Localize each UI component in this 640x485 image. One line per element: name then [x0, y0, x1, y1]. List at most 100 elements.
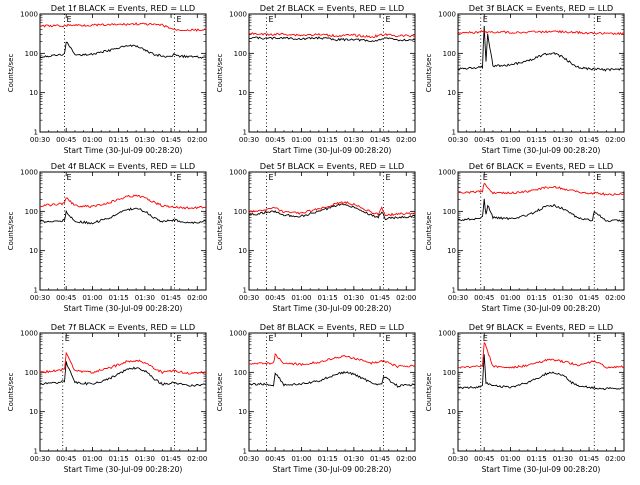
panel-title: Det 4f BLACK = Events, RED = LLD [51, 161, 195, 171]
x-tick-label: 00:45 [56, 455, 76, 463]
x-tick-label: 00:30 [239, 294, 259, 302]
y-axis-label: Counts/sec [216, 373, 224, 412]
x-tick-label: 00:30 [30, 455, 50, 463]
event-marker-label: E [177, 15, 182, 24]
y-tick-label: 1000 [438, 169, 456, 177]
x-tick-label: 02:00 [187, 294, 207, 302]
x-tick-label: 01:30 [344, 455, 364, 463]
lld-series-line [457, 29, 625, 36]
events-series-line [457, 354, 624, 391]
x-tick-label: 00:30 [448, 294, 468, 302]
x-tick-label: 01:00 [500, 294, 520, 302]
panel-det-9: Det 9f BLACK = Events, RED = LLD Counts/s… [425, 322, 625, 474]
x-tick-label: 00:45 [56, 136, 76, 144]
event-marker-label: E [483, 173, 488, 182]
panel-title: Det 8f BLACK = Events, RED = LLD [260, 322, 404, 332]
y-axis-label: Counts/sec [425, 212, 433, 251]
event-marker-label: E [483, 15, 488, 24]
x-tick-label: 01:15 [109, 136, 129, 144]
lld-series-line [457, 341, 625, 369]
x-tick-label: 00:45 [474, 136, 494, 144]
y-tick-label: 1 [243, 129, 247, 137]
panel-title: Det 6f BLACK = Events, RED = LLD [469, 161, 613, 171]
y-tick-label: 100 [443, 50, 456, 58]
y-tick-label: 1 [452, 129, 456, 137]
y-tick-label: 10 [447, 247, 456, 255]
plot-frame [457, 171, 625, 291]
x-tick-label: 00:30 [239, 455, 259, 463]
x-tick-label: 01:00 [291, 455, 311, 463]
x-tick-label: 00:30 [30, 294, 50, 302]
event-marker-label: E [596, 334, 601, 343]
event-marker-label: E [268, 173, 273, 182]
event-marker-label: E [268, 334, 273, 343]
lld-series-line [248, 32, 416, 39]
x-tick-label: 01:00 [291, 294, 311, 302]
x-tick-label: 00:30 [239, 136, 259, 144]
x-tick-label: 00:45 [474, 455, 494, 463]
x-tick-label: 02:00 [187, 136, 207, 144]
y-tick-label: 1000 [438, 11, 456, 19]
event-marker-label: E [483, 334, 488, 343]
y-tick-label: 1 [34, 287, 38, 295]
panel-title: Det 2f BLACK = Events, RED = LLD [260, 3, 404, 13]
x-tick-label: 02:00 [605, 294, 625, 302]
x-tick-label: 01:00 [500, 455, 520, 463]
y-tick-label: 1000 [20, 169, 38, 177]
x-tick-label: 00:30 [448, 136, 468, 144]
x-tick-label: 01:30 [553, 294, 573, 302]
event-marker-label: E [177, 334, 182, 343]
event-marker-label: E [596, 15, 601, 24]
y-tick-label: 1000 [229, 11, 247, 19]
x-tick-label: 01:00 [500, 136, 520, 144]
x-tick-label: 01:00 [82, 455, 102, 463]
y-axis-label: Counts/sec [7, 373, 15, 412]
x-tick-label: 02:00 [605, 136, 625, 144]
panel-det-2: Det 2f BLACK = Events, RED = LLD Counts/s… [216, 3, 416, 155]
x-tick-label: 01:15 [318, 455, 338, 463]
y-tick-label: 100 [25, 50, 38, 58]
x-tick-label: 01:15 [527, 455, 547, 463]
panel-det-3: Det 3f BLACK = Events, RED = LLD Counts/s… [425, 3, 625, 155]
panel-title: Det 5f BLACK = Events, RED = LLD [260, 161, 404, 171]
y-tick-label: 10 [238, 408, 247, 416]
x-axis-label: Start Time (30-Jul-09 00:28:20) [482, 146, 601, 155]
x-tick-label: 01:45 [370, 136, 390, 144]
x-tick-label: 01:30 [344, 294, 364, 302]
lld-series-line [248, 201, 416, 217]
plot-frame [457, 332, 625, 452]
x-axis-label: Start Time (30-Jul-09 00:28:20) [273, 146, 392, 155]
lld-series-line [457, 182, 625, 196]
plot-frame [248, 332, 416, 452]
event-marker-label: E [268, 15, 273, 24]
y-tick-label: 100 [234, 208, 247, 216]
x-tick-label: 01:30 [553, 136, 573, 144]
y-tick-label: 1000 [20, 11, 38, 19]
panel-det-8: Det 8f BLACK = Events, RED = LLD Counts/s… [216, 322, 416, 474]
y-tick-label: 1 [452, 448, 456, 456]
y-axis-label: Counts/sec [7, 54, 15, 93]
lld-series-line [40, 194, 207, 210]
x-axis-label: Start Time (30-Jul-09 00:28:20) [482, 304, 601, 313]
y-tick-label: 10 [447, 408, 456, 416]
x-tick-label: 01:15 [527, 294, 547, 302]
x-tick-label: 01:45 [579, 294, 599, 302]
panel-title: Det 1f BLACK = Events, RED = LLD [51, 3, 195, 13]
x-tick-label: 01:00 [82, 136, 102, 144]
y-tick-label: 1000 [229, 169, 247, 177]
y-tick-label: 100 [234, 369, 247, 377]
y-tick-label: 10 [29, 408, 38, 416]
x-tick-label: 01:45 [370, 294, 390, 302]
y-tick-label: 1 [34, 448, 38, 456]
event-marker-label: E [386, 334, 391, 343]
panel-title: Det 7f BLACK = Events, RED = LLD [51, 322, 195, 332]
panel-det-7: Det 7f BLACK = Events, RED = LLD Counts/s… [7, 322, 207, 474]
x-axis-label: Start Time (30-Jul-09 00:28:20) [64, 146, 183, 155]
x-tick-label: 01:15 [109, 455, 129, 463]
x-tick-label: 00:45 [265, 136, 285, 144]
y-tick-label: 10 [447, 89, 456, 97]
x-tick-label: 02:00 [396, 455, 416, 463]
lld-series-line [39, 351, 207, 375]
